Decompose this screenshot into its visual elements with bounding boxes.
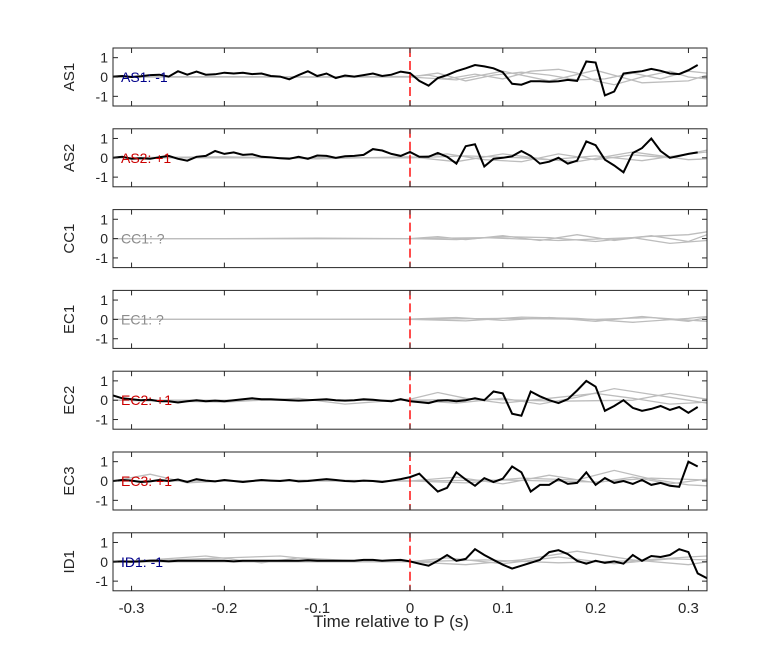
panel-as1: AS1: -1 -1 0 1 AS1 [61, 47, 708, 107]
x-tick-label: -0.1 [304, 600, 330, 617]
x-tick-label: -0.2 [211, 600, 237, 617]
x-tick-label: 0.3 [678, 600, 699, 617]
trace-group [113, 460, 707, 494]
background-trace [113, 391, 707, 405]
station-polarity-label: EC2: +1 [121, 392, 172, 408]
station-polarity-label: AS2: +1 [121, 150, 171, 166]
station-polarity-label: ID1: -1 [121, 554, 163, 570]
y-tick-label: 1 [100, 454, 108, 470]
station-polarity-label: CC1: ? [121, 231, 165, 247]
station-name: EC1 [61, 305, 78, 334]
panel-as2: AS2: +1 -1 0 1 AS2 [61, 128, 708, 188]
panel-cc1: CC1: ? -1 0 1 CC1 [61, 209, 708, 269]
station-polarity-label: AS1: -1 [121, 69, 168, 85]
station-name: AS1 [61, 63, 78, 91]
y-tick-label: 0 [100, 554, 108, 570]
y-tick-label: -1 [96, 169, 109, 185]
waveform-trace [113, 136, 698, 174]
y-tick-label: 1 [100, 534, 108, 550]
y-tick-label: -1 [96, 573, 109, 589]
trace-group [113, 60, 707, 97]
x-tick-label: 0.2 [585, 600, 606, 617]
y-tick-label: 1 [100, 373, 108, 389]
station-name: EC3 [61, 466, 78, 495]
waveform-trace [113, 379, 699, 417]
panel-ec2: EC2: +1 -1 0 1 EC2 [61, 370, 708, 430]
trace-group [113, 136, 707, 174]
y-tick-label: 0 [100, 150, 108, 166]
background-trace [113, 70, 707, 82]
y-tick-label: 1 [100, 292, 108, 308]
x-tick-label: 0.1 [492, 600, 513, 617]
background-trace [113, 550, 707, 566]
station-name: EC2 [61, 386, 78, 415]
y-tick-label: -1 [96, 492, 109, 508]
y-tick-label: 0 [100, 392, 108, 408]
panel-ec1: EC1: ? -1 0 1 EC1 [61, 289, 708, 349]
background-trace [113, 316, 707, 322]
station-polarity-label: EC3: +1 [121, 473, 172, 489]
waveform-trace [113, 460, 699, 494]
y-tick-label: 0 [100, 231, 108, 247]
y-tick-label: 0 [100, 311, 108, 327]
waveform-trace [113, 60, 699, 97]
y-tick-label: 0 [100, 69, 108, 85]
y-tick-label: -1 [96, 412, 109, 428]
y-tick-label: -1 [96, 331, 109, 347]
y-tick-label: 0 [100, 473, 108, 489]
y-tick-label: -1 [96, 250, 109, 266]
x-tick-label: 0 [406, 600, 414, 617]
panel-ec3: EC3: +1 -1 0 1 EC3 [61, 451, 708, 511]
station-name: ID1 [61, 550, 78, 573]
station-name: CC1 [61, 224, 78, 254]
station-name: AS2 [61, 144, 78, 172]
y-tick-label: 1 [100, 50, 108, 66]
y-tick-label: -1 [96, 88, 109, 104]
trace-group [113, 315, 707, 323]
station-polarity-label: EC1: ? [121, 311, 164, 327]
y-tick-label: 1 [100, 211, 108, 227]
y-tick-label: 1 [100, 130, 108, 146]
x-axis-label: Time relative to P (s) [313, 612, 469, 631]
x-tick-label: -0.3 [119, 600, 145, 617]
panel-id1: ID1: -1 -1 0 1 ID1 [61, 532, 708, 592]
